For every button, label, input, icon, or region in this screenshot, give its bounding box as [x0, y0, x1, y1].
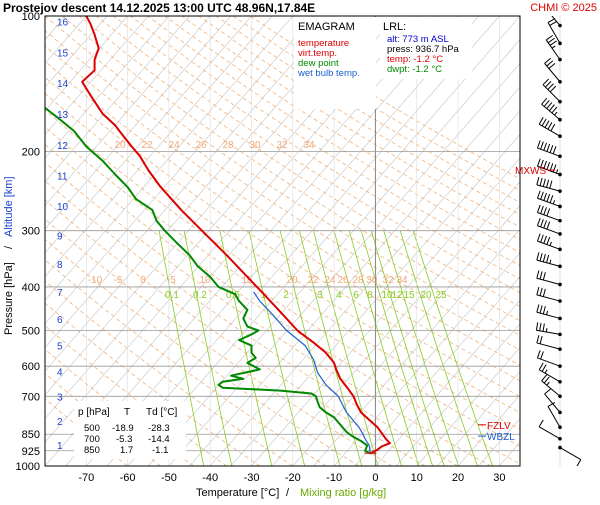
- adiabat-label: 30: [249, 140, 261, 151]
- y-tick-label: 700: [22, 391, 40, 403]
- mixing-ratio-label: 12: [391, 290, 403, 301]
- table-cell-td: -1.1: [152, 445, 168, 456]
- marker-label-wbzl: WBZL: [487, 432, 515, 443]
- x-tick-label: -10: [326, 472, 342, 484]
- y-tick-label: 300: [22, 226, 40, 238]
- altitude-tick-label: 16: [57, 18, 69, 29]
- table-cell-t: 1.7: [120, 445, 133, 456]
- altitude-tick-label: 2: [57, 417, 63, 428]
- adiabat-label: 24: [168, 140, 180, 151]
- table-cell-t: -18.9: [112, 423, 134, 434]
- table-cell-p: 850: [84, 445, 100, 456]
- adiabat-label: 34: [303, 140, 315, 151]
- x-axis-label-temperature: Temperature [°C]: [196, 487, 279, 499]
- altitude-tick-label: 11: [57, 172, 68, 183]
- adiabat-label: 22: [307, 275, 319, 286]
- lrl-dwpt: dwpt: -1.2 °C: [387, 64, 442, 75]
- mixing-ratio-label: 8: [367, 290, 373, 301]
- adiabat-label: 30: [366, 275, 378, 286]
- altitude-tick-label: 3: [57, 393, 63, 404]
- mixing-ratio-label: 20: [420, 290, 432, 301]
- marker-label-fzlv: FZLV: [487, 421, 511, 432]
- table-cell-p: 500: [84, 423, 100, 434]
- altitude-tick-label: 10: [57, 202, 69, 213]
- credit-text: CHMI © 2025: [530, 2, 597, 14]
- table-header-t: T: [124, 407, 130, 418]
- y-axis-label-pressure: Pressure [hPa]: [3, 262, 15, 335]
- mixing-ratio-label: 15: [403, 290, 415, 301]
- chart-title: Prostejov descent 14.12.2025 13:00 UTC 4…: [3, 1, 315, 15]
- y-tick-label: 200: [22, 146, 40, 158]
- mixing-ratio-label: 0.2: [193, 290, 207, 301]
- mixing-ratio-label: 6: [353, 290, 359, 301]
- altitude-tick-label: 14: [57, 79, 69, 90]
- x-tick-label: 0: [372, 472, 378, 484]
- mixing-ratio-label: 2: [283, 290, 289, 301]
- lrl-box: LRL: alt: 773 m ASL press: 936.7 hPa tem…: [380, 17, 472, 79]
- altitude-tick-label: 7: [57, 288, 63, 299]
- x-tick-label: -30: [244, 472, 260, 484]
- x-tick-label: -50: [161, 472, 177, 484]
- y-axis-label-altitude: Altitude [km]: [3, 176, 15, 237]
- adiabat-label: -5: [114, 275, 123, 286]
- y-tick-label: 600: [22, 361, 40, 373]
- altitude-tick-label: 5: [57, 342, 63, 353]
- x-tick-label: -40: [202, 472, 218, 484]
- x-tick-label: -70: [78, 472, 94, 484]
- adiabat-label: 20: [114, 140, 126, 151]
- altitude-tick-label: 9: [57, 232, 63, 243]
- mixing-ratio-label: 4: [336, 290, 342, 301]
- adiabat-label: -10: [88, 275, 103, 286]
- table-header-td: Td [°C]: [146, 407, 177, 418]
- legend-item-wet-bulb: wet bulb temp.: [297, 68, 360, 79]
- table-cell-t: -5.3: [116, 434, 132, 445]
- lrl-title: LRL:: [383, 21, 406, 33]
- table-cell-td: -14.4: [148, 434, 170, 445]
- altitude-tick-label: 4: [57, 367, 63, 378]
- y-tick-label: 1000: [16, 461, 40, 473]
- adiabat-label: 34: [396, 275, 408, 286]
- adiabat-label: 26: [337, 275, 349, 286]
- x-tick-label: 30: [493, 472, 505, 484]
- adiabat-label: 22: [141, 140, 153, 151]
- adiabat-label: 32: [382, 275, 394, 286]
- x-tick-label: 10: [411, 472, 423, 484]
- adiabat-label: 28: [352, 275, 364, 286]
- adiabat-label: 0: [140, 275, 146, 286]
- mixing-ratio-label: 25: [435, 290, 447, 301]
- adiabat-label: 26: [195, 140, 207, 151]
- altitude-tick-label: 1: [57, 441, 63, 452]
- mixing-ratio-label: 0.1: [165, 290, 179, 301]
- wind-barb-half-feather: [546, 328, 547, 332]
- x-tick-label: -20: [285, 472, 301, 484]
- adiabat-label: 20: [286, 275, 298, 286]
- table-cell-td: -28.3: [148, 423, 170, 434]
- adiabat-label: 32: [276, 140, 288, 151]
- table-cell-p: 700: [84, 434, 100, 445]
- y-tick-label: 925: [22, 446, 40, 458]
- adiabat-label: 28: [222, 140, 234, 151]
- altitude-tick-label: 13: [57, 110, 69, 121]
- altitude-tick-label: 6: [57, 315, 63, 326]
- legend-box: EMAGRAM temperature virt.temp. dew point…: [294, 17, 376, 109]
- altitude-tick-label: 15: [57, 48, 69, 59]
- level-table: p [hPa] T Td [°C] 500 -18.9 -28.3 700 -5…: [74, 401, 186, 459]
- x-tick-label: -60: [120, 472, 136, 484]
- legend-title: EMAGRAM: [298, 21, 355, 33]
- x-axis-label-mixing: Mixing ratio [g/kg]: [300, 487, 386, 499]
- y-tick-label: 850: [22, 429, 40, 441]
- altitude-tick-label: 12: [57, 141, 69, 152]
- altitude-tick-label: 8: [57, 260, 63, 271]
- table-header-p: p [hPa]: [78, 407, 110, 418]
- x-tick-label: 20: [452, 472, 464, 484]
- adiabat-label: 24: [324, 275, 336, 286]
- y-tick-label: 500: [22, 326, 40, 338]
- y-tick-label: 400: [22, 282, 40, 294]
- adiabat-label: 5: [170, 275, 176, 286]
- mixing-ratio-label: 3: [317, 290, 323, 301]
